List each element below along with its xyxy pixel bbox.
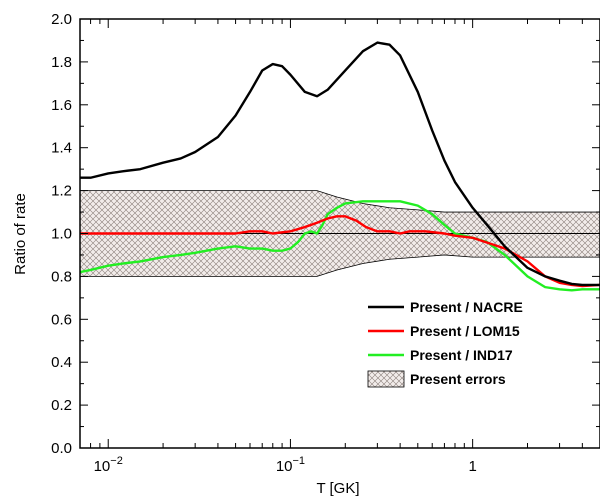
legend-label-present-nacre: Present / NACRE (410, 299, 523, 315)
y-tick-label: 2.0 (51, 11, 72, 28)
y-tick-label: 1.0 (51, 226, 72, 243)
x-tick-labels: 10−2 10−1 1 (94, 455, 477, 475)
series-layer (80, 41, 600, 292)
series-line-present-nacre (80, 41, 600, 287)
y-tick-label: 0.4 (51, 354, 72, 371)
legend: Present / NACRE Present / LOM15 Present / … (367, 299, 523, 388)
legend-label-present-ind17: Present / IND17 (410, 347, 513, 363)
y-tick-labels: 0.0 0.2 0.4 0.6 0.8 1.0 1.2 1.4 1.6 1.8 2.0 (51, 11, 72, 457)
legend-swatch-present-errors (367, 370, 405, 388)
series-line-present-lom15 (80, 215, 600, 288)
y-tick-label: 0.6 (51, 311, 72, 328)
y-tick-label: 0.2 (51, 397, 72, 414)
y-axis-label: Ratio of rate (12, 193, 29, 275)
x-tick-label: 1 (468, 458, 476, 475)
y-tick-label: 1.8 (51, 54, 72, 71)
y-tick-label: 1.4 (51, 140, 72, 157)
x-tick-label: 10−2 (94, 455, 123, 475)
legend-label-present-lom15: Present / LOM15 (410, 323, 520, 339)
tick-marks-layer (79, 18, 600, 449)
y-tick-label: 0.8 (51, 268, 72, 285)
error-band-upper (80, 190, 600, 213)
error-band-lower (80, 254, 600, 277)
x-tick-label: 10−1 (276, 455, 305, 475)
y-tick-label: 0.0 (51, 440, 72, 457)
y-tick-label: 1.6 (51, 97, 72, 114)
y-tick-label: 1.2 (51, 183, 72, 200)
x-axis-label: T [GK] (316, 480, 359, 497)
legend-label-present-errors: Present errors (410, 371, 506, 387)
